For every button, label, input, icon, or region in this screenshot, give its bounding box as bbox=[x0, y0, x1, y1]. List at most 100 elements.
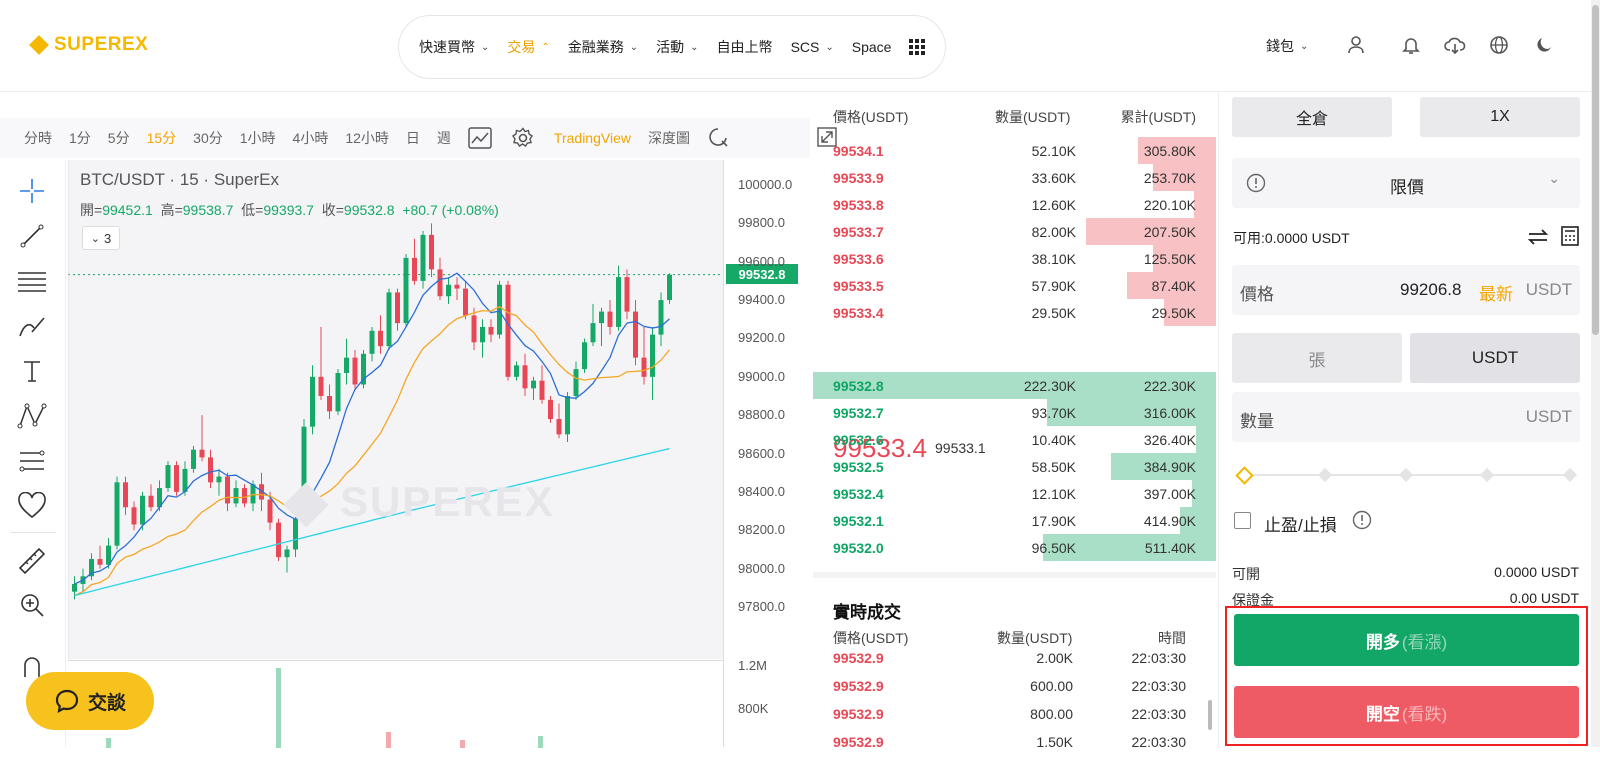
apps-grid-icon[interactable] bbox=[909, 39, 926, 55]
candle-body bbox=[463, 288, 468, 316]
long-sub: (看漲) bbox=[1401, 632, 1448, 652]
fullscreen-icon[interactable] bbox=[707, 127, 729, 149]
bell-icon[interactable] bbox=[1400, 34, 1422, 56]
settings-gear-icon[interactable] bbox=[511, 127, 534, 149]
candle-body bbox=[522, 365, 528, 389]
bid-row[interactable]: 99532.6 10.40K 326.40K bbox=[813, 426, 1216, 453]
chat-button[interactable]: 交談 bbox=[26, 672, 154, 730]
ask-row[interactable]: 99533.7 82.00K 207.50K bbox=[813, 218, 1216, 245]
indicator-toggle[interactable]: ⌄ 3 bbox=[82, 226, 120, 250]
timeframe-5[interactable]: 1小時 bbox=[239, 130, 276, 146]
price-tick: 98200.0 bbox=[738, 522, 785, 538]
timeframe-6[interactable]: 4小時 bbox=[292, 130, 329, 146]
crosshair-icon[interactable] bbox=[15, 174, 49, 208]
moon-icon[interactable] bbox=[1533, 34, 1555, 56]
bid-row[interactable]: 99532.5 58.50K 384.90K bbox=[813, 453, 1216, 480]
tpsl-checkbox[interactable] bbox=[1234, 512, 1251, 529]
timeframe-2[interactable]: 5分 bbox=[107, 130, 130, 146]
download-icon[interactable] bbox=[1444, 34, 1466, 56]
timeframe-7[interactable]: 12小時 bbox=[345, 130, 389, 146]
wallet-menu[interactable]: 錢包 ⌄ bbox=[1266, 36, 1308, 56]
price-unit: USDT bbox=[1525, 280, 1572, 299]
bid-row[interactable]: 99532.7 93.70K 316.00K bbox=[813, 399, 1216, 426]
user-icon[interactable] bbox=[1345, 34, 1367, 56]
indicators-icon[interactable] bbox=[468, 127, 492, 149]
bid-row[interactable]: 99532.8 222.30K 222.30K bbox=[813, 372, 1216, 399]
ask-row[interactable]: 99533.8 12.60K 220.10K bbox=[813, 191, 1216, 218]
globe-icon[interactable] bbox=[1488, 34, 1510, 56]
nav-item-4[interactable]: 自由上幣 bbox=[717, 37, 773, 57]
trades-scrollbar[interactable] bbox=[1208, 700, 1212, 730]
trades-header-qty: 數量(USDT) bbox=[997, 630, 1073, 646]
latest-price-link[interactable]: 最新 bbox=[1479, 285, 1513, 304]
candle-body bbox=[123, 482, 128, 508]
brand-logo[interactable]: SUPEREX bbox=[29, 34, 148, 56]
low-value: 99393.7 bbox=[263, 202, 314, 218]
magnet-icon[interactable] bbox=[15, 650, 49, 684]
prediction-icon[interactable] bbox=[15, 444, 49, 478]
candle-body bbox=[233, 488, 239, 504]
candlestick-chart-area[interactable] bbox=[68, 160, 723, 659]
open-short-button[interactable]: 開空 (看跌) bbox=[1234, 686, 1579, 738]
calculator-icon[interactable] bbox=[1561, 226, 1579, 251]
nav-item-0[interactable]: 快速買幣 ⌄ bbox=[419, 37, 489, 57]
leverage-button[interactable]: 1X bbox=[1420, 97, 1580, 137]
candle-body bbox=[369, 330, 375, 354]
fib-lines-icon[interactable] bbox=[15, 264, 49, 298]
timeframe-3[interactable]: 15分 bbox=[146, 130, 177, 146]
chevron-up-icon: ⌃ bbox=[541, 41, 550, 53]
price-axis[interactable]: 99532.8 100000.0 99800.0 99600.0 99400.0 992… bbox=[723, 160, 811, 747]
favorite-heart-icon[interactable] bbox=[15, 489, 49, 523]
ask-price: 99533.4 bbox=[833, 305, 884, 321]
nav-item-5[interactable]: SCS ⌄ bbox=[791, 39, 834, 55]
candle-body bbox=[293, 518, 298, 550]
timeframe-8[interactable]: 日 bbox=[405, 130, 420, 146]
transfer-icon[interactable] bbox=[1527, 227, 1549, 252]
timeframe-9[interactable]: 週 bbox=[436, 130, 451, 146]
ob-header-qty: 數量(USDT) bbox=[995, 109, 1071, 125]
tpsl-info-icon[interactable] bbox=[1352, 510, 1372, 535]
ask-row[interactable]: 99534.1 52.10K 305.80K bbox=[813, 137, 1216, 164]
unit-tab-usdt[interactable]: USDT bbox=[1410, 333, 1580, 383]
ask-total: 29.50K bbox=[1151, 305, 1196, 321]
timeframe-4[interactable]: 30分 bbox=[193, 130, 223, 146]
candle-body bbox=[301, 426, 307, 519]
watermark-text: SUPEREX bbox=[340, 478, 555, 525]
bid-depth-bar bbox=[1191, 480, 1216, 507]
margin-mode-button[interactable]: 全倉 bbox=[1232, 97, 1392, 137]
zoom-in-icon[interactable] bbox=[15, 588, 49, 622]
pattern-icon[interactable] bbox=[15, 399, 49, 433]
nav-item-2[interactable]: 金融業務 ⌄ bbox=[568, 37, 638, 57]
order-type-select[interactable]: 限價 ⌄ bbox=[1232, 158, 1580, 208]
tradingview-tab[interactable]: TradingView bbox=[553, 130, 631, 146]
ob-header-price: 價格(USDT) bbox=[833, 109, 909, 125]
text-tool-icon[interactable] bbox=[15, 354, 49, 388]
ask-row[interactable]: 99533.6 38.10K 125.50K bbox=[813, 245, 1216, 272]
depth-chart-tab[interactable]: 深度圖 bbox=[647, 130, 690, 146]
open-long-button[interactable]: 開多 (看漲) bbox=[1234, 614, 1579, 666]
price-value: 99206.8 bbox=[1400, 280, 1462, 299]
volume-bar bbox=[106, 738, 111, 748]
ask-row[interactable]: 99533.4 29.50K 29.50K bbox=[813, 299, 1216, 326]
bid-row[interactable]: 99532.4 12.10K 397.00K bbox=[813, 480, 1216, 507]
bid-row[interactable]: 99532.1 17.90K 414.90K bbox=[813, 507, 1216, 534]
nav-item-1[interactable]: 交易 ⌃ bbox=[507, 37, 549, 57]
trend-line-icon[interactable] bbox=[15, 219, 49, 253]
timeframe-0[interactable]: 分時 bbox=[24, 130, 52, 146]
candlestick-chart[interactable] bbox=[68, 160, 723, 747]
timeframe-1[interactable]: 1分 bbox=[69, 130, 91, 146]
candle-body bbox=[480, 326, 485, 343]
bid-row[interactable]: 99532.0 96.50K 511.40K bbox=[813, 534, 1216, 561]
unit-tab-contracts[interactable]: 張 bbox=[1232, 333, 1402, 383]
nav-item-6[interactable]: Space bbox=[852, 39, 892, 55]
scrollbar-thumb[interactable] bbox=[1592, 5, 1599, 335]
ask-row[interactable]: 99533.5 57.90K 87.40K bbox=[813, 272, 1216, 299]
ruler-icon[interactable] bbox=[15, 543, 49, 577]
nav-item-3[interactable]: 活動 ⌄ bbox=[656, 37, 698, 57]
price-input[interactable]: 價格 99206.8 最新 USDT bbox=[1232, 265, 1580, 315]
quantity-input[interactable]: 數量 USDT bbox=[1232, 392, 1580, 442]
page-scrollbar[interactable] bbox=[1591, 0, 1600, 747]
ask-row[interactable]: 99533.9 33.60K 253.70K bbox=[813, 164, 1216, 191]
expand-icon[interactable] bbox=[817, 127, 837, 147]
brush-icon[interactable] bbox=[15, 309, 49, 343]
